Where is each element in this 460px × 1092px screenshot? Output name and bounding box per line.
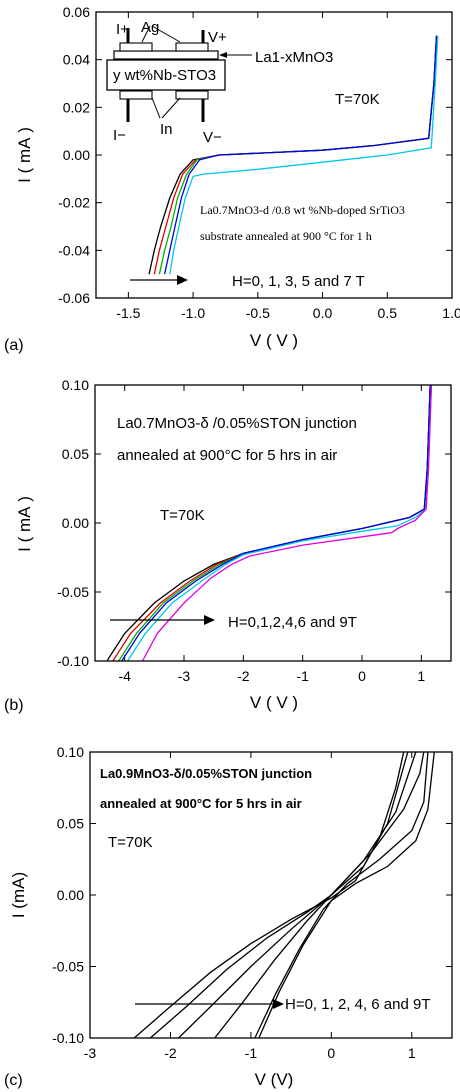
y-tick-label: -0.06: [58, 290, 90, 306]
panel-c-temp: T=70K: [108, 834, 153, 851]
inset-iminus: I−: [113, 127, 126, 144]
y-tick-label: 0.00: [57, 887, 84, 903]
panel-b-field: H=0,1,2,4,6 and 9T: [228, 614, 357, 631]
x-tick-label: -0.5: [246, 305, 270, 321]
panel-c-frame: [89, 751, 453, 1039]
panel-c-ticks: -3 -2 -1 0 1 -0.10 -0.05 0.00 0.05 0.10: [52, 744, 452, 1061]
panel-a-inset: Ag I+ V+ La1-xMnO3 y wt%Nb-STO3 I− In V−: [106, 19, 333, 146]
panel-b-series: [106, 384, 433, 662]
inset-ag: Ag: [141, 19, 159, 36]
panel-b-label: (b): [4, 697, 24, 714]
x-tick-label: -4: [118, 668, 131, 684]
panel-c-arrowhead: [273, 999, 284, 1009]
x-tick-label: 0.5: [378, 305, 398, 321]
x-tick-label: 0: [327, 1045, 335, 1061]
panel-a-label: (a): [4, 337, 24, 354]
panel-a-ylabel: I ( mA ): [15, 127, 34, 183]
panel-a-sample-line2: substrate annealed at 900 °C for 1 h: [200, 229, 372, 243]
inset-pad-bl: [119, 90, 153, 100]
panel-b-ylabel: I ( mA ): [15, 496, 34, 552]
x-tick-label: 0.0: [313, 305, 333, 321]
y-tick-label: 0.10: [62, 377, 89, 393]
panel-b-ticks: -4 -3 -2 -1 0 1 -0.10 -0.05 0.00 0.05 0.10: [57, 377, 451, 684]
panel-b-xlabel: V ( V ): [250, 693, 298, 712]
y-tick-label: -0.05: [57, 584, 89, 600]
x-tick-label: -2: [164, 1045, 177, 1061]
x-tick-label: -2: [237, 668, 250, 684]
series-line-1: [149, 751, 409, 1039]
x-tick-label: -3: [84, 1045, 97, 1061]
y-tick-label: 0.10: [57, 744, 84, 760]
series-line-4: [254, 751, 429, 1039]
series-line-3: [214, 751, 425, 1039]
inset-in: In: [160, 121, 173, 138]
panel-b-temp: T=70K: [160, 507, 205, 524]
y-tick-label: 0.04: [63, 52, 90, 68]
panel-a-series: [148, 35, 439, 275]
x-tick-label: 1: [408, 1045, 416, 1061]
y-tick-label: 0.05: [57, 816, 84, 832]
panel-a-arrowhead: [177, 275, 188, 285]
panel-c: -3 -2 -1 0 1 -0.10 -0.05 0.00 0.05 0.10 V (V) I (…: [4, 744, 453, 1089]
panel-c-title-line2: annealed at 900°C for 5 hrs in air: [100, 796, 302, 811]
y-tick-label: 0.00: [62, 515, 89, 531]
series-line-3: [121, 384, 431, 662]
panel-a-xlabel: V ( V ): [250, 331, 298, 350]
series-line-5: [258, 751, 435, 1039]
y-tick-label: -0.02: [58, 195, 90, 211]
panel-c-title-line1: La0.9MnO3-δ/0.05%STON junction: [100, 766, 312, 781]
panel-c-series: [133, 751, 435, 1039]
panel-c-ylabel: I (mA): [9, 872, 28, 918]
x-tick-label: -1: [296, 668, 309, 684]
inset-pad-br: [175, 90, 209, 100]
series-line-3: [163, 35, 438, 275]
inset-pad-left: [119, 42, 153, 52]
panel-c-xlabel: V (V): [255, 1070, 294, 1089]
x-tick-label: -1: [245, 1045, 258, 1061]
y-tick-label: 0.05: [62, 446, 89, 462]
y-tick-label: -0.05: [52, 959, 84, 975]
panel-c-field: H=0, 1, 2, 4, 6 and 9T: [285, 996, 431, 1013]
y-tick-label: -0.10: [52, 1030, 84, 1046]
inset-vminus: V−: [203, 129, 222, 146]
panel-c-label: (c): [4, 1072, 23, 1089]
inset-substrate: [106, 59, 226, 91]
x-tick-label: 1.0: [442, 305, 460, 321]
y-tick-label: 0.02: [63, 99, 90, 115]
y-tick-label: -0.04: [58, 242, 90, 258]
x-tick-label: 0: [358, 668, 366, 684]
x-tick-label: -1.5: [116, 305, 140, 321]
panel-b-title-line2: annealed at 900°C for 5 hrs in air: [117, 447, 337, 464]
panel-a: -1.5 -1.0 -0.5 0.0 0.5 1.0 -0.06 -0.04 -0.02 0.00…: [4, 4, 460, 354]
series-line-4: [169, 35, 439, 275]
panel-b-title-line1: La0.7MnO3-δ /0.05%STON junction: [117, 415, 357, 432]
series-line-5: [141, 384, 433, 662]
panel-a-temp: T=70K: [335, 91, 380, 108]
panel-a-sample-line1: La0.7MnO3-d /0.8 wt %Nb-doped SrTiO3: [200, 203, 405, 217]
panel-a-field: H=0, 1, 3, 5 and 7 T: [232, 273, 365, 290]
x-tick-label: -1.0: [181, 305, 205, 321]
inset-film: [113, 50, 219, 60]
inset-lmo: La1-xMnO3: [255, 49, 333, 66]
series-line-2: [178, 751, 417, 1039]
y-tick-label: 0.00: [63, 147, 90, 163]
inset-iplus: I+: [116, 21, 129, 38]
x-tick-label: -3: [178, 668, 191, 684]
panel-a-frame: [95, 11, 453, 299]
inset-sto: y wt%Nb-STO3: [113, 67, 216, 84]
inset-vplus: V+: [208, 29, 227, 46]
panel-b-frame: [94, 384, 452, 662]
inset-pad-right: [175, 42, 209, 52]
x-tick-label: 1: [417, 668, 425, 684]
y-tick-label: 0.06: [63, 4, 90, 20]
panel-b: -4 -3 -2 -1 0 1 -0.10 -0.05 0.00 0.05 0.10 V ( V )…: [4, 377, 452, 714]
panel-b-arrowhead: [204, 615, 215, 625]
y-tick-label: -0.10: [57, 653, 89, 669]
